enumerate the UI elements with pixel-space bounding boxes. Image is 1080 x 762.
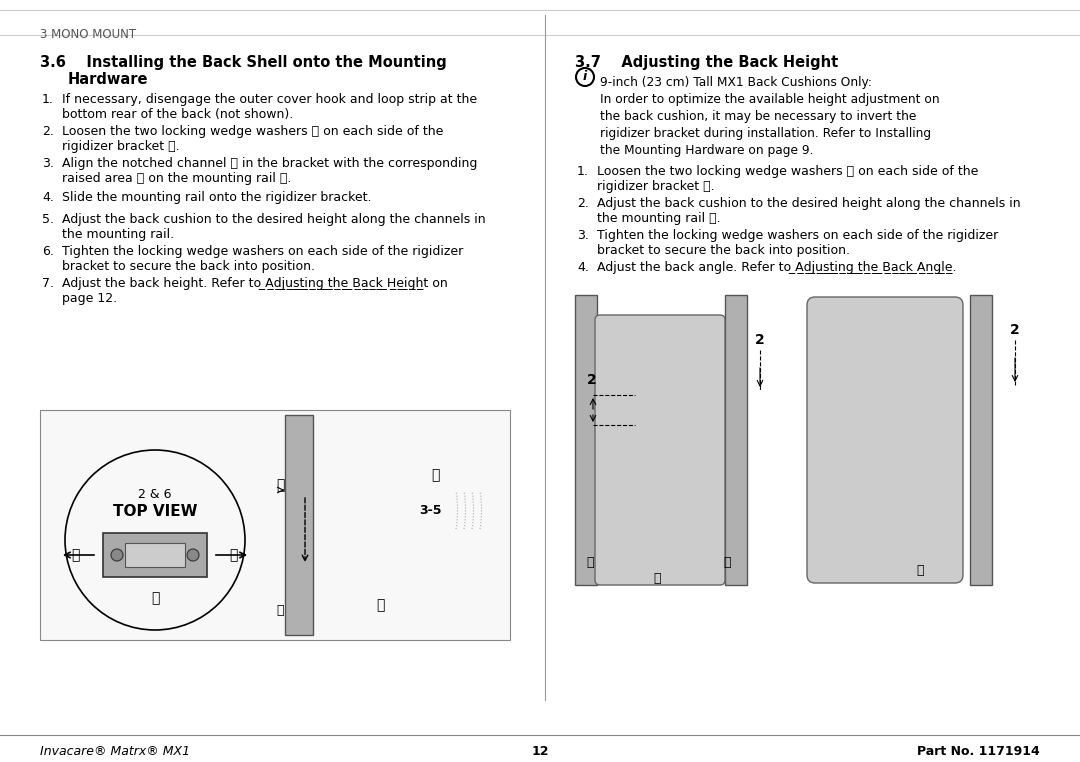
Text: Ⓐ: Ⓐ bbox=[724, 555, 731, 568]
Text: 3.: 3. bbox=[42, 157, 54, 170]
Text: Hardware: Hardware bbox=[68, 72, 149, 87]
FancyBboxPatch shape bbox=[807, 297, 963, 583]
Text: 12: 12 bbox=[531, 745, 549, 758]
Text: 5.: 5. bbox=[42, 213, 54, 226]
FancyBboxPatch shape bbox=[725, 295, 747, 585]
Text: Ⓑ: Ⓑ bbox=[151, 591, 159, 605]
FancyBboxPatch shape bbox=[40, 410, 510, 640]
Text: Ⓐ: Ⓐ bbox=[586, 555, 594, 568]
Text: 2 & 6: 2 & 6 bbox=[138, 488, 172, 501]
Text: Ⓓ: Ⓓ bbox=[431, 468, 440, 482]
FancyBboxPatch shape bbox=[125, 543, 185, 567]
Text: 2: 2 bbox=[588, 373, 597, 387]
Text: 7.: 7. bbox=[42, 277, 54, 290]
Text: TOP VIEW: TOP VIEW bbox=[112, 504, 198, 520]
Text: Adjust the back cushion to the desired height along the channels in
the mounting: Adjust the back cushion to the desired h… bbox=[62, 213, 486, 241]
Text: 3.: 3. bbox=[577, 229, 589, 242]
Text: 9-inch (23 cm) Tall MX1 Back Cushions Only:
In order to optimize the available h: 9-inch (23 cm) Tall MX1 Back Cushions On… bbox=[600, 76, 940, 157]
Circle shape bbox=[187, 549, 199, 561]
FancyBboxPatch shape bbox=[970, 295, 993, 585]
Text: 2.: 2. bbox=[577, 197, 589, 210]
Text: 3 MONO MOUNT: 3 MONO MOUNT bbox=[40, 28, 136, 41]
Text: If necessary, disengage the outer cover hook and loop strip at the
bottom rear o: If necessary, disengage the outer cover … bbox=[62, 93, 477, 121]
Text: Ⓐ: Ⓐ bbox=[71, 548, 79, 562]
Text: Tighten the locking wedge washers on each side of the rigidizer
bracket to secur: Tighten the locking wedge washers on eac… bbox=[62, 245, 463, 273]
FancyBboxPatch shape bbox=[575, 295, 597, 585]
Text: 3-5: 3-5 bbox=[419, 504, 442, 517]
Text: Align the notched channel Ⓒ in the bracket with the corresponding
raised area Ⓓ : Align the notched channel Ⓒ in the brack… bbox=[62, 157, 477, 185]
Text: 3.6    Installing the Back Shell onto the Mounting: 3.6 Installing the Back Shell onto the M… bbox=[40, 55, 447, 70]
Text: 2: 2 bbox=[755, 333, 765, 347]
Text: 4.: 4. bbox=[577, 261, 589, 274]
Text: Ⓒ: Ⓒ bbox=[916, 564, 923, 577]
Text: Loosen the two locking wedge washers Ⓐ on each side of the
rigidizer bracket Ⓑ.: Loosen the two locking wedge washers Ⓐ o… bbox=[62, 125, 444, 153]
Text: 3.7    Adjusting the Back Height: 3.7 Adjusting the Back Height bbox=[575, 55, 838, 70]
FancyBboxPatch shape bbox=[285, 415, 313, 635]
Text: 2.: 2. bbox=[42, 125, 54, 138]
Text: 6.: 6. bbox=[42, 245, 54, 258]
Text: Loosen the two locking wedge washers Ⓐ on each side of the
rigidizer bracket Ⓑ.: Loosen the two locking wedge washers Ⓐ o… bbox=[597, 165, 978, 193]
Text: Ⓑ: Ⓑ bbox=[653, 572, 661, 584]
Text: Adjust the back cushion to the desired height along the channels in
the mounting: Adjust the back cushion to the desired h… bbox=[597, 197, 1021, 225]
Text: Invacare® Matrx® MX1: Invacare® Matrx® MX1 bbox=[40, 745, 190, 758]
Text: Ⓔ: Ⓔ bbox=[275, 478, 284, 492]
Text: Adjust the back height. Refer to ̲A̲d̲j̲u̲s̲t̲i̲n̲g̲ ̲t̲h̲e̲ ̲B̲a̲c̲k̲ ̲H̲e̲i̲g̲: Adjust the back height. Refer to ̲A̲d̲j̲… bbox=[62, 277, 448, 305]
Text: 2: 2 bbox=[1010, 323, 1020, 337]
Text: Part No. 1171914: Part No. 1171914 bbox=[917, 745, 1040, 758]
FancyBboxPatch shape bbox=[595, 315, 725, 585]
Text: i: i bbox=[583, 69, 588, 82]
Text: Adjust the back angle. Refer to ̲A̲d̲j̲u̲s̲t̲i̲n̲g̲ ̲t̲h̲e̲ ̲B̲a̲c̲k̲ ̲A̲n̲g̲l̲e: Adjust the back angle. Refer to ̲A̲d̲j̲u… bbox=[597, 261, 957, 274]
Text: 4.: 4. bbox=[42, 191, 54, 204]
Text: Ⓒ: Ⓒ bbox=[376, 598, 384, 612]
Circle shape bbox=[111, 549, 123, 561]
Text: Ⓐ: Ⓐ bbox=[229, 548, 238, 562]
FancyBboxPatch shape bbox=[103, 533, 207, 577]
Text: 1.: 1. bbox=[42, 93, 54, 106]
Text: Tighten the locking wedge washers on each side of the rigidizer
bracket to secur: Tighten the locking wedge washers on eac… bbox=[597, 229, 998, 257]
Text: Slide the mounting rail onto the rigidizer bracket.: Slide the mounting rail onto the rigidiz… bbox=[62, 191, 372, 204]
Text: Ⓑ: Ⓑ bbox=[276, 604, 284, 616]
Text: 1.: 1. bbox=[577, 165, 589, 178]
